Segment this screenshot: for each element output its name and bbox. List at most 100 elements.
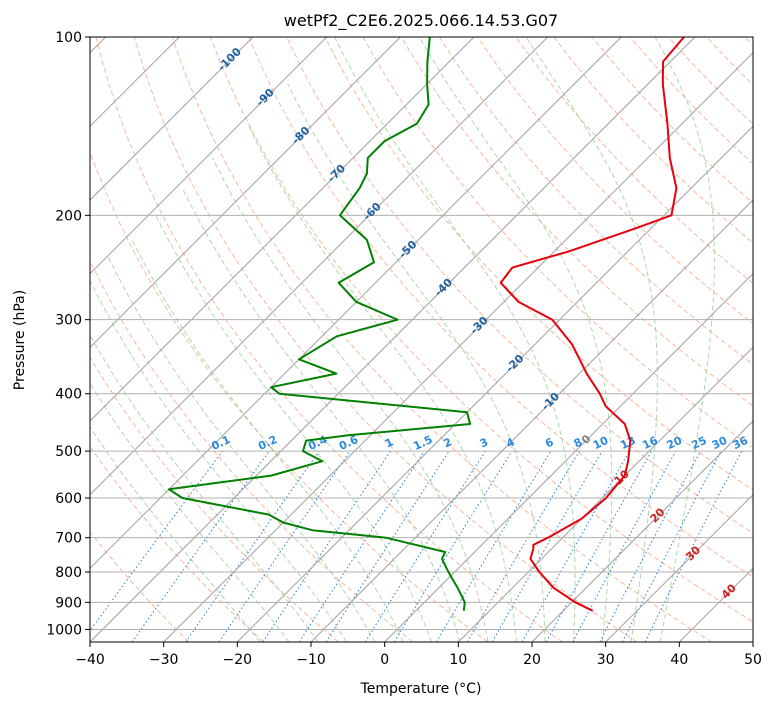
y-tick-label: 200 [55, 208, 82, 224]
x-tick-label: 30 [597, 652, 615, 668]
isotherm-label: -10 [539, 390, 562, 413]
moist-adiabat [654, 37, 716, 642]
mixing-ratio-line [521, 450, 630, 642]
mixing-ratio-line [545, 450, 653, 642]
isotherm [90, 37, 622, 570]
mixing-ratio-line [572, 450, 677, 642]
mixing-ratio-line [621, 450, 722, 642]
isotherm [90, 37, 549, 496]
isotherm-label: 30 [683, 543, 703, 563]
mixing-ratio-label: 36 [731, 434, 751, 452]
background-lines [90, 37, 753, 642]
dry-adiabat [90, 445, 264, 642]
isotherm [90, 37, 696, 642]
isotherm-label: -40 [432, 276, 455, 299]
mixing-ratio-label: 1.5 [411, 433, 434, 453]
profile-lines [168, 37, 685, 612]
dry-adiabat [400, 37, 753, 407]
dry-adiabat [133, 37, 638, 642]
mixing-ratio-label: 20 [665, 434, 685, 452]
y-axis-label: Pressure (hPa) [12, 290, 28, 390]
isotherm [531, 420, 753, 642]
mixing-ratio-line [218, 450, 351, 642]
dry-adiabat [438, 37, 753, 366]
dry-adiabat [210, 37, 753, 623]
mixing-ratio-label: 13 [618, 434, 637, 452]
moist-adiabat [90, 426, 261, 642]
y-tick-label: 300 [55, 313, 82, 329]
y-axis: 100 200 300 400 500 600 700 800 900 1000 [46, 30, 90, 638]
mixing-ratio-label: 0.2 [256, 433, 279, 453]
x-tick-label: 20 [523, 652, 541, 668]
line-labels: 0.1 0.2 0.4 0.6 1 1.5 2 3 4 6 8 10 13 16 20 25 30 36-100-… [209, 45, 750, 602]
mixing-ratio-line [298, 450, 425, 642]
moist-adiabat [131, 239, 404, 642]
isotherm-label: 20 [648, 505, 668, 525]
mixing-ratio-line [467, 450, 580, 642]
moist-adiabat [418, 37, 613, 642]
mixing-ratio-label: 25 [689, 434, 708, 452]
y-tick-label: 500 [55, 444, 82, 460]
mixing-ratio-label: 0.4 [306, 433, 329, 453]
isotherm [384, 272, 753, 642]
x-tick-label: 10 [449, 652, 467, 668]
moist-adiabat [90, 334, 319, 642]
dry-adiabat [477, 37, 753, 325]
dry-adiabat [324, 37, 753, 491]
dry-adiabat [515, 37, 753, 284]
mixing-ratio-line [393, 450, 513, 642]
isotherm [90, 37, 328, 275]
mixing-ratio-label: 30 [710, 434, 730, 452]
dry-adiabat [90, 259, 414, 642]
y-tick-label: 700 [55, 531, 82, 547]
dry-adiabat [744, 37, 753, 47]
dry-adiabat [706, 37, 753, 86]
dry-adiabat [95, 37, 563, 642]
moist-adiabat [107, 256, 376, 642]
isotherm-label: -90 [254, 86, 277, 109]
x-tick-label: −40 [75, 652, 105, 668]
isotherm-label: 40 [719, 581, 739, 601]
x-tick-label: −10 [296, 652, 326, 668]
y-tick-label: 900 [55, 595, 82, 611]
mixing-ratio-line [262, 450, 392, 642]
dry-adiabat [668, 37, 753, 125]
dry-adiabat [90, 356, 339, 642]
y-tick-label: 400 [55, 387, 82, 403]
temperature-profile [499, 37, 685, 612]
mixing-ratio-label: 16 [640, 434, 660, 452]
mixing-ratio-label: 6 [543, 435, 556, 450]
moist-adiabat [287, 83, 546, 642]
mixing-ratio-label: 10 [591, 434, 611, 452]
x-tick-label: 40 [670, 652, 688, 668]
x-axis: −40 −30 −20 −10 0 10 20 30 40 50 [75, 642, 762, 668]
isotherm [752, 641, 753, 642]
chart-title: wetPf2_C2E6.2025.066.14.53.G07 [284, 11, 558, 31]
mixing-ratio-line [185, 450, 320, 642]
dry-adiabat [248, 37, 753, 578]
moist-adiabat [334, 37, 576, 642]
moist-adiabat [90, 279, 347, 642]
isotherm [310, 199, 753, 642]
moist-adiabat [246, 123, 517, 642]
isotherm-label: -20 [503, 352, 526, 375]
dry-adiabat [553, 37, 753, 244]
moist-adiabat [181, 187, 461, 642]
y-tick-label: 800 [55, 565, 82, 581]
mixing-ratio-line [90, 450, 223, 632]
isotherm-label: -70 [325, 162, 348, 185]
x-tick-label: −30 [149, 652, 179, 668]
isotherm-label: -30 [468, 314, 491, 337]
isotherm [90, 37, 254, 201]
mixing-ratio-line [325, 450, 450, 642]
mixing-ratio-label: 0.1 [209, 433, 232, 453]
x-tick-label: −20 [223, 652, 253, 668]
isotherm-label: -60 [361, 200, 384, 223]
y-tick-label: 100 [55, 30, 82, 46]
dry-adiabat [171, 37, 712, 642]
isotherm [90, 37, 401, 349]
mixing-ratio-label: 3 [478, 435, 490, 450]
moist-adiabat [155, 215, 432, 642]
isotherm [457, 346, 753, 642]
dry-adiabat [90, 150, 488, 642]
